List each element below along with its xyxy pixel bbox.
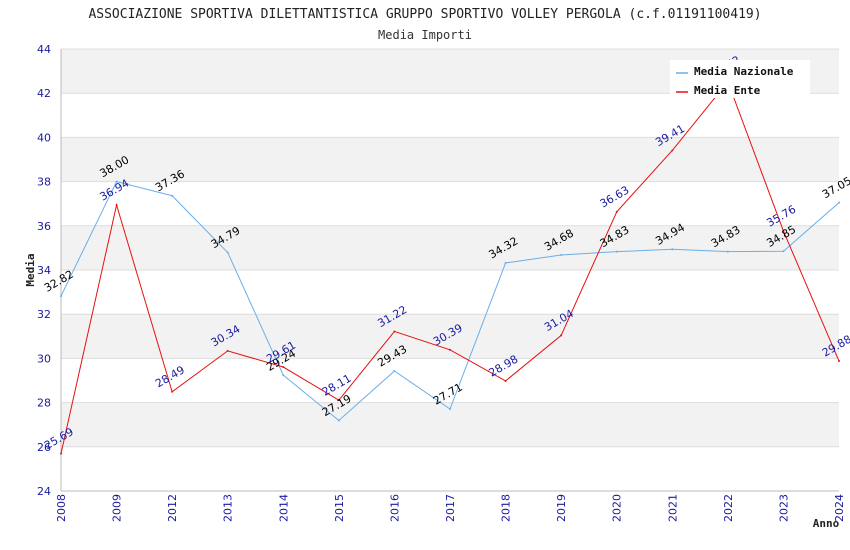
chart-subtitle: Media Importi [378,28,472,42]
data-point [171,194,174,197]
x-tick-label: 2014 [277,494,290,522]
background-bands [61,49,839,491]
x-tick-labels: 2008 2009 2012 2013 2014 2015 2016 2017 2018 2019… [55,494,846,522]
data-point [60,452,62,455]
data-point [60,295,62,298]
band-2 [61,358,839,403]
y-tick-label: 44 [37,43,51,56]
y-tick-label: 36 [37,220,51,233]
data-point [115,180,118,183]
y-tick-label: 34 [37,264,51,277]
y-tick-label: 42 [37,87,51,100]
legend-label-nazionale: Media Nazionale [694,65,794,78]
y-tick-label: 30 [37,352,51,365]
series-layer [60,80,840,455]
band-7 [61,137,839,182]
legend-box [670,60,810,98]
data-point [560,334,563,337]
data-point [393,330,396,333]
data-point [615,210,618,213]
data-point [282,366,285,369]
y-tick-labels: 24 26 28 30 32 34 36 38 40 42 44 [37,43,51,498]
band-8 [61,93,839,138]
x-tick-label: 2021 [666,494,679,522]
band-0 [61,446,839,491]
data-point [449,408,451,411]
x-tick-label: 2012 [166,494,179,522]
data-point [782,230,785,233]
data-point [226,349,229,352]
data-point [226,251,229,254]
x-tick-label: 2013 [222,494,235,522]
data-point [726,250,729,253]
x-tick-label: 2022 [722,494,735,522]
band-5 [61,225,839,270]
x-tick-label: 2008 [55,494,68,522]
data-point [560,253,563,256]
x-tick-label: 2019 [555,494,568,522]
x-tick-label: 2024 [833,494,846,522]
data-point [337,399,340,402]
data-point [337,419,340,422]
data-point [671,248,674,251]
x-tick-label: 2020 [611,494,624,522]
y-tick-label: 38 [37,176,51,189]
x-axis-label: Anno [813,517,840,530]
data-point [115,204,118,207]
data-point [838,360,840,363]
band-3 [61,314,839,359]
data-point [782,250,785,253]
band-4 [61,270,839,315]
data-point [449,348,451,351]
y-tick-label: 32 [37,308,51,321]
x-tick-label: 2016 [388,494,401,522]
y-tick-label: 26 [37,441,51,454]
data-point [838,201,840,204]
y-tick-label: 24 [37,485,51,498]
y-axis-label: Media [24,253,37,286]
data-point [504,261,507,264]
y-tick-label: 28 [37,397,51,410]
legend-label-ente: Media Ente [694,84,761,97]
x-tick-label: 2009 [111,494,124,522]
data-point [393,369,396,372]
legend: Media Nazionale Media Ente [670,60,810,98]
chart-title: ASSOCIAZIONE SPORTIVA DILETTANTISTICA GR… [88,7,761,22]
data-point [615,250,618,253]
data-point [171,390,174,393]
band-6 [61,181,839,226]
data-point [504,379,507,382]
data-point [282,374,285,377]
x-tick-label: 2015 [333,494,346,522]
data-point [671,149,674,152]
y-tick-label: 40 [37,131,51,144]
x-tick-label: 2018 [500,494,513,522]
x-tick-label: 2017 [444,494,457,522]
x-tick-label: 2023 [777,494,790,522]
